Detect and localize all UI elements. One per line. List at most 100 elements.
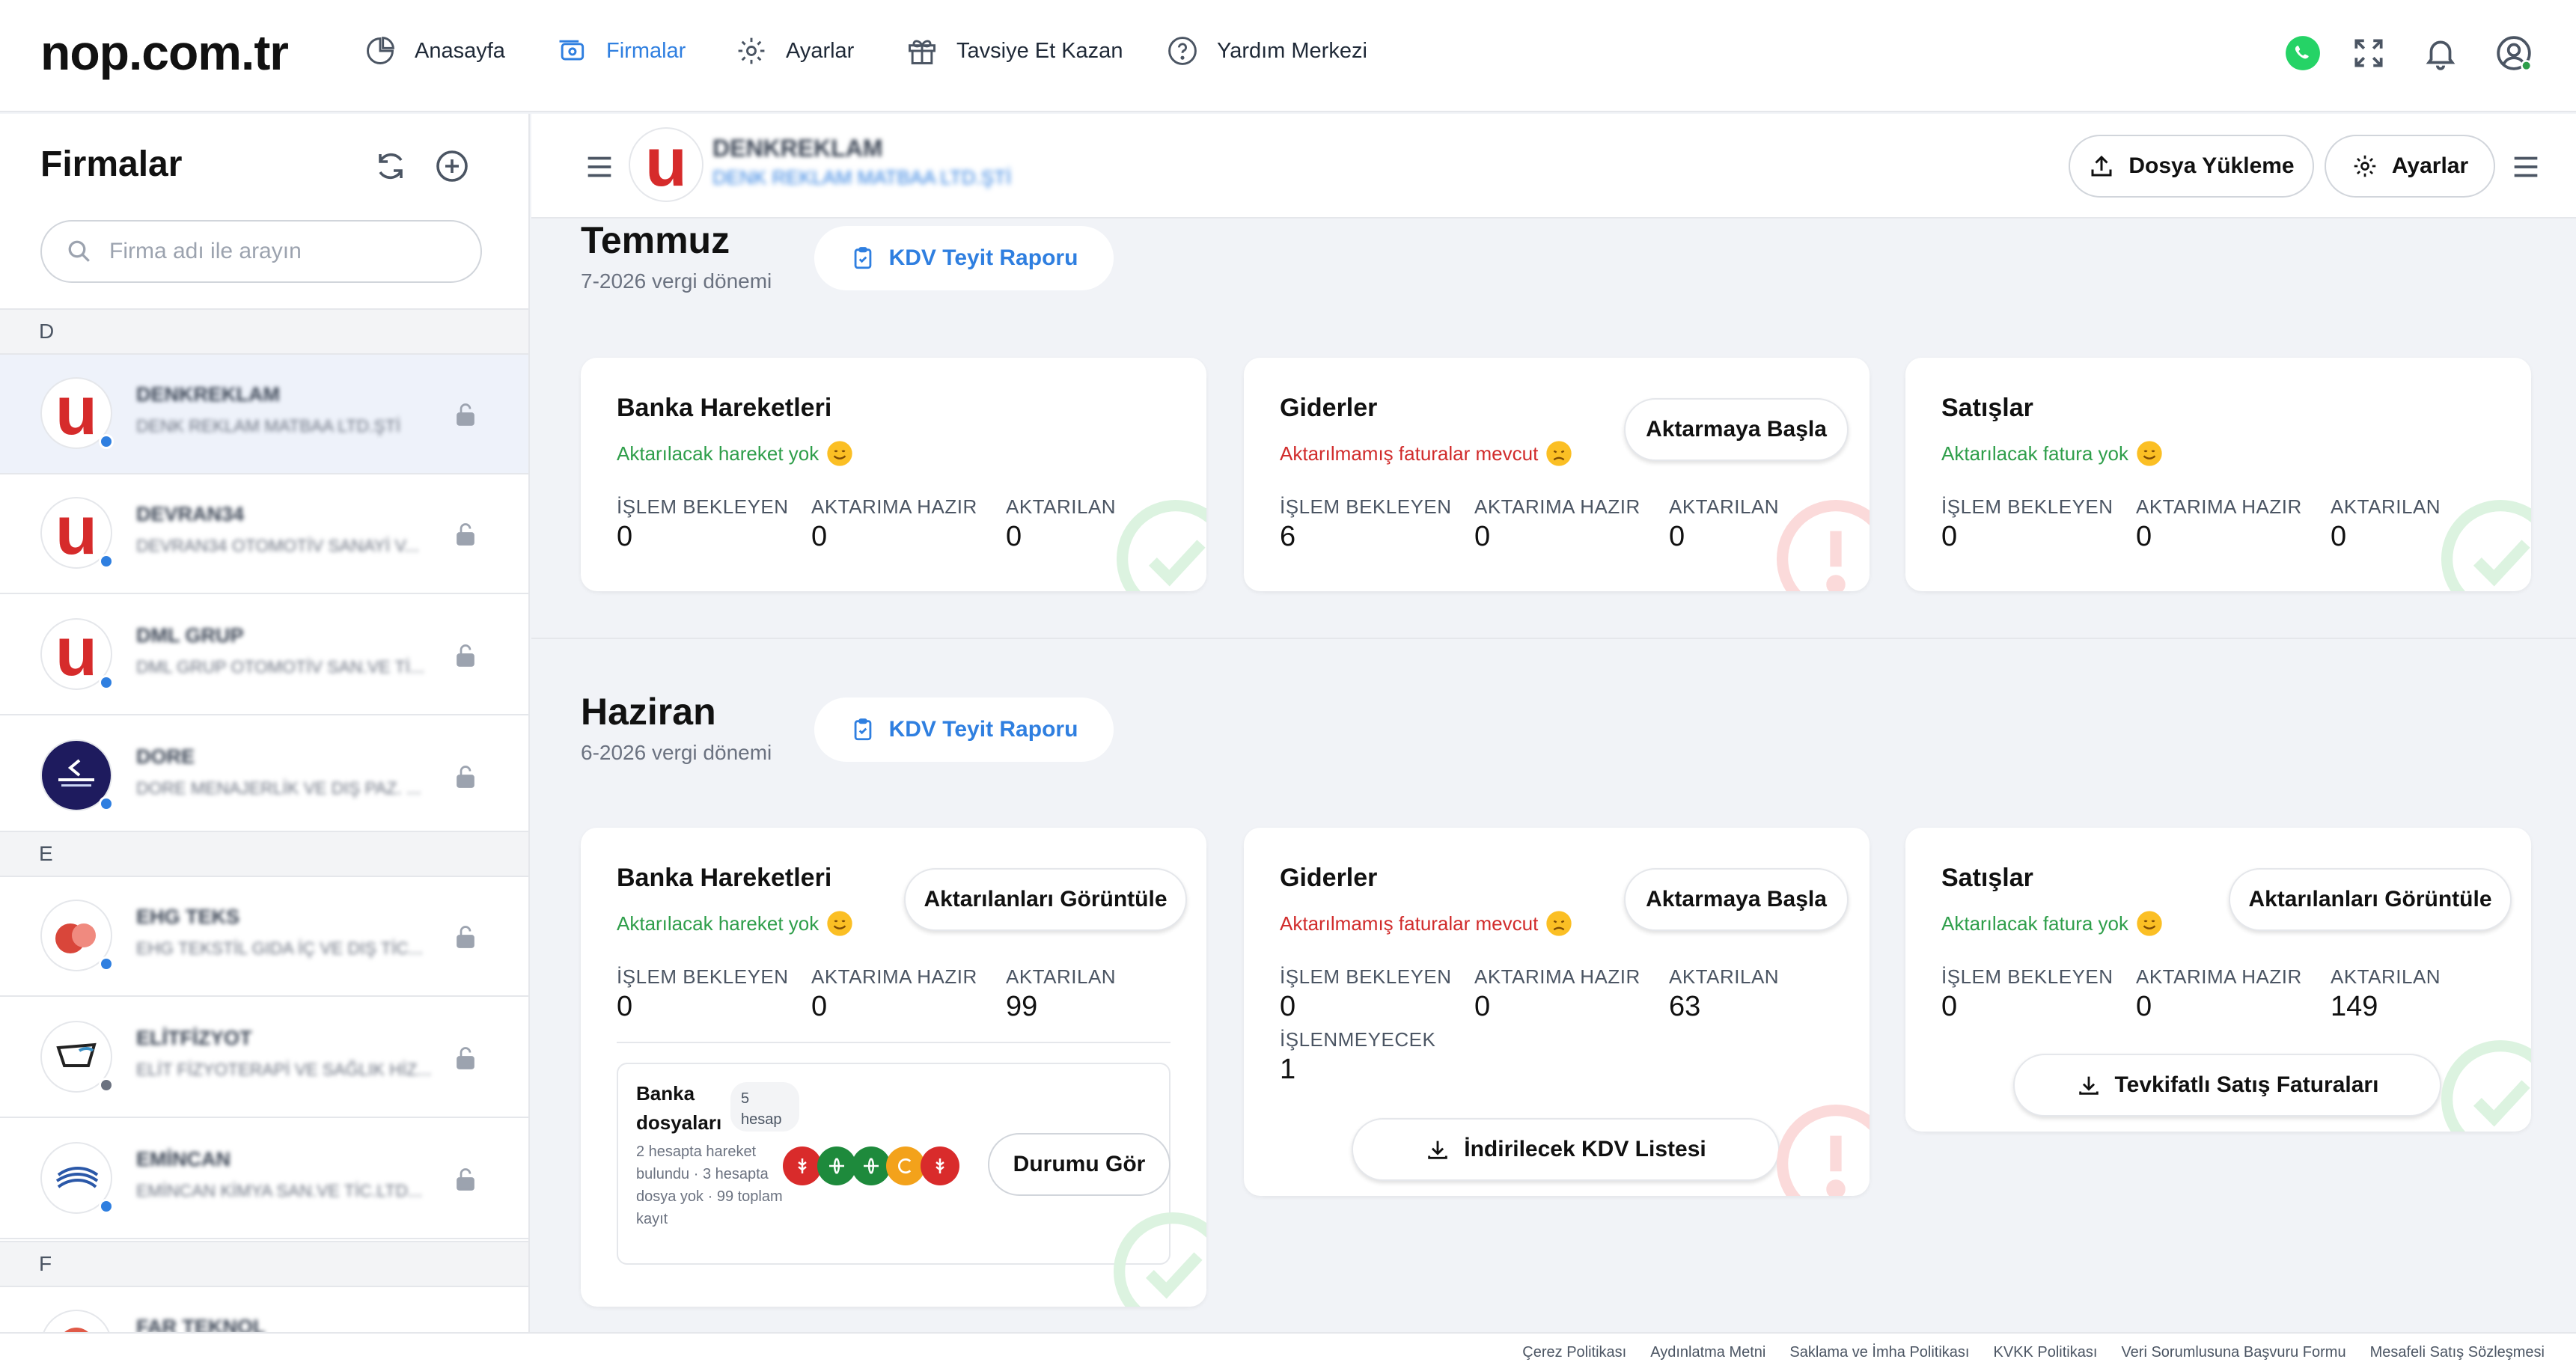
status-dot xyxy=(99,1078,114,1093)
stat-value: 0 xyxy=(1474,991,1491,1022)
start-transfer-button[interactable]: Aktarmaya Başla xyxy=(1624,868,1849,931)
company-avatar: u xyxy=(629,127,703,202)
footer-link-application-form[interactable]: Veri Sorumlusuna Başvuru Formu xyxy=(2121,1344,2346,1361)
card-title: Giderler xyxy=(1280,394,1378,422)
firm-subtitle: ELİT FİZYOTERAPİ VE SAĞLIK HİZ... xyxy=(136,1060,432,1079)
nav-firms[interactable]: Firmalar xyxy=(555,34,686,67)
firm-name: DML GRUP xyxy=(136,624,244,647)
firm-search[interactable] xyxy=(40,220,482,283)
emincan-logo-icon xyxy=(55,1167,99,1188)
footer-link-sales-contract[interactable]: Mesafeli Satış Sözleşmesi xyxy=(2369,1344,2545,1361)
firm-item-elitfizyot[interactable]: ELİTFİZYOT ELİT FİZYOTERAPİ VE SAĞLIK Hİ… xyxy=(0,998,528,1118)
upload-icon xyxy=(2091,155,2112,177)
start-transfer-button[interactable]: Aktarmaya Başla xyxy=(1624,398,1849,461)
firm-item-denkreklam[interactable]: u DENKREKLAM DENK REKLAM MATBAA LTD.ŞTİ xyxy=(0,355,528,474)
unlock-icon[interactable] xyxy=(452,922,479,952)
footer-link-cookies[interactable]: Çerez Politikası xyxy=(1522,1344,1627,1361)
stat-value: 0 xyxy=(2136,991,2152,1022)
letter-divider-f: F xyxy=(0,1241,528,1287)
tevkifat-button[interactable]: Tevkifatlı Satış Faturaları xyxy=(2013,1054,2441,1117)
status-dot xyxy=(99,956,114,971)
gear-icon xyxy=(2354,155,2376,177)
firm-subtitle: DENK REKLAM MATBAA LTD.ŞTİ xyxy=(136,416,401,436)
footer-links: Çerez Politikası Aydınlatma Metni Saklam… xyxy=(1522,1344,2545,1361)
stat-value: 0 xyxy=(1941,991,1958,1022)
fullscreen-icon[interactable] xyxy=(2350,34,2387,72)
card-title: Banka Hareketleri xyxy=(617,394,832,422)
more-menu-icon[interactable] xyxy=(2509,150,2543,184)
bell-icon[interactable] xyxy=(2422,34,2459,72)
letter-divider-e: E xyxy=(0,831,528,877)
bank-logos xyxy=(783,1146,959,1185)
month-title-july: Temmuz xyxy=(581,219,730,261)
brand-logo[interactable]: nop.com.tr xyxy=(40,25,289,80)
firm-name: ELİTFİZYOT xyxy=(136,1027,252,1049)
card-status: Aktarılmamış faturalar mevcut xyxy=(1280,439,1574,468)
stat-label: İŞLEM BEKLEYEN xyxy=(1941,495,2113,518)
footer-link-retention[interactable]: Saklama ve İmha Politikası xyxy=(1789,1344,1970,1361)
dore-logo-icon xyxy=(58,759,94,787)
view-transferred-button[interactable]: Aktarılanları Görüntüle xyxy=(904,868,1187,931)
check-watermark-icon xyxy=(2441,1039,2531,1132)
view-status-button[interactable]: Durumu Gör xyxy=(988,1133,1171,1196)
unlock-icon[interactable] xyxy=(452,762,479,792)
sad-emoji-icon xyxy=(1546,911,1572,936)
firm-item-dore[interactable]: DORE DORE MENAJERLİK VE DIŞ PAZ. ... xyxy=(0,717,528,837)
firm-item-far-teknol[interactable]: FAR TEKNOL xyxy=(0,1287,528,1332)
search-input[interactable] xyxy=(109,239,468,264)
stat-value: 0 xyxy=(1474,521,1491,552)
unlock-icon[interactable] xyxy=(452,1043,479,1073)
kdv-report-button-july[interactable]: KDV Teyit Raporu xyxy=(814,226,1114,290)
card-title: Banka Hareketleri xyxy=(617,864,832,892)
add-firm-icon[interactable] xyxy=(434,148,470,184)
footer-link-disclosure[interactable]: Aydınlatma Metni xyxy=(1650,1344,1766,1361)
firm-avatar xyxy=(40,1310,112,1332)
firm-item-devran34[interactable]: u DEVRAN34 DEVRAN34 OTOMOTİV SANAYİ V... xyxy=(0,474,528,594)
bank-icon-3 xyxy=(852,1146,891,1185)
user-account-icon[interactable] xyxy=(2495,34,2533,72)
bank-card-july: Banka Hareketleri Aktarılacak hareket yo… xyxy=(581,358,1206,591)
nav-home[interactable]: Anasayfa xyxy=(364,34,505,67)
refresh-icon[interactable] xyxy=(373,148,409,184)
stat-label: İŞLENMEYECEK xyxy=(1280,1028,1436,1051)
stat-value: 0 xyxy=(617,521,633,552)
firm-item-ehg-teks[interactable]: EHG TEKS EHG TEKSTİL GIDA İÇ VE DIŞ TİC.… xyxy=(0,877,528,997)
view-transferred-button[interactable]: Aktarılanları Görüntüle xyxy=(2229,868,2512,931)
stat-value: 0 xyxy=(2136,521,2152,552)
whatsapp-icon[interactable] xyxy=(2284,34,2322,72)
firm-name: FAR TEKNOL xyxy=(136,1316,266,1332)
card-status: Aktarılmamış faturalar mevcut xyxy=(1280,909,1574,938)
stat-value: 0 xyxy=(811,991,828,1022)
stat-value: 1 xyxy=(1280,1054,1296,1085)
unlock-icon[interactable] xyxy=(452,400,479,430)
footer-link-kvkk[interactable]: KVKK Politikası xyxy=(1993,1344,2098,1361)
upload-button[interactable]: Dosya Yükleme xyxy=(2069,135,2314,198)
stat-label: İŞLEM BEKLEYEN xyxy=(1280,965,1452,988)
nav-referral[interactable]: Tavsiye Et Kazan xyxy=(906,34,1123,67)
settings-button[interactable]: Ayarlar xyxy=(2325,135,2495,198)
unlock-icon[interactable] xyxy=(452,1164,479,1194)
unlock-icon[interactable] xyxy=(452,519,479,549)
menu-icon[interactable] xyxy=(582,150,617,184)
kdv-report-button-june[interactable]: KDV Teyit Raporu xyxy=(814,697,1114,762)
nav-settings[interactable]: Ayarlar xyxy=(735,34,854,67)
bank-icon-5 xyxy=(921,1146,959,1185)
kdv-report-label: KDV Teyit Raporu xyxy=(888,245,1078,270)
nav-help[interactable]: Yardım Merkezi xyxy=(1166,34,1367,67)
pie-chart-icon xyxy=(367,37,394,64)
firm-item-emincan[interactable]: EMİNCAN EMİNCAN KİMYA SAN.VE TİC.LTD... xyxy=(0,1120,528,1239)
firm-item-dml-grup[interactable]: u DML GRUP DML GRUP OTOMOTİV SAN.VE Tİ..… xyxy=(0,596,528,715)
expenses-card-july: Giderler Aktarılmamış faturalar mevcut A… xyxy=(1244,358,1870,591)
nav-settings-label: Ayarlar xyxy=(786,38,855,63)
unlock-icon[interactable] xyxy=(452,641,479,671)
card-status: Aktarılacak fatura yok xyxy=(1941,439,2164,468)
smile-emoji-icon xyxy=(827,441,852,466)
company-subtitle: DENK REKLAM MATBAA LTD.ŞTİ xyxy=(712,166,1012,189)
sales-card-july: Satışlar Aktarılacak fatura yok İŞLEM BE… xyxy=(1905,358,2531,591)
smile-emoji-icon xyxy=(2137,911,2162,936)
firm-name: DORE xyxy=(136,745,195,768)
kdv-list-button[interactable]: İndirilecek KDV Listesi xyxy=(1352,1118,1780,1181)
stat-label: AKTARILAN xyxy=(2331,965,2441,988)
firm-name: DENKREKLAM xyxy=(136,383,280,406)
card-title: Satışlar xyxy=(1941,394,2033,422)
